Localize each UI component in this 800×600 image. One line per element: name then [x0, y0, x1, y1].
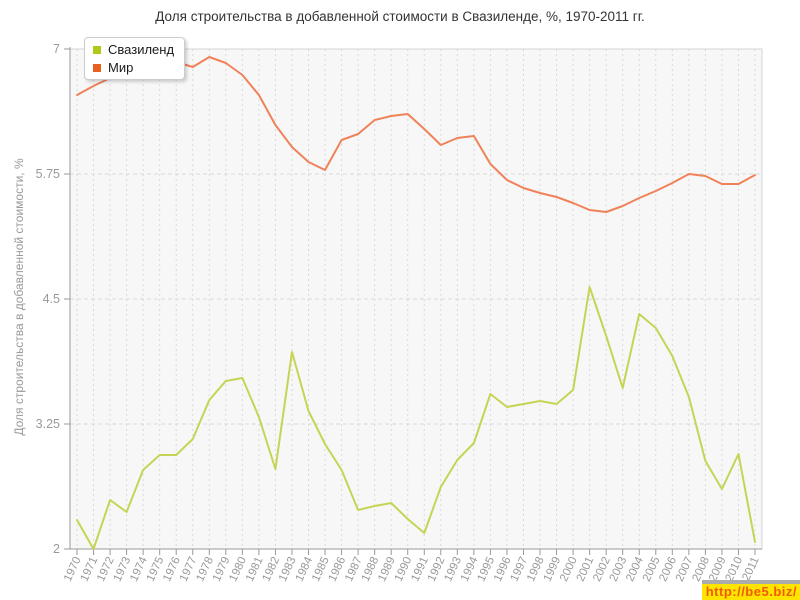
swaziland-series-swatch-icon — [93, 45, 101, 54]
x-tick-label: 2011 — [740, 555, 761, 582]
y-tick-label: 2 — [53, 542, 60, 556]
series-line-world — [76, 56, 756, 213]
legend-label-swaziland: Свазиленд — [108, 42, 175, 57]
watermark-link[interactable]: http://be5.biz/ — [701, 580, 800, 600]
legend-label-world: Мир — [108, 60, 134, 75]
legend: Свазиленд Мир — [84, 37, 186, 80]
legend-item-swaziland: Свазиленд — [93, 42, 174, 57]
y-axis-title: Доля строительства в добавленной стоимос… — [12, 158, 26, 436]
y-tick-label: 4.5 — [43, 292, 60, 306]
legend-item-world: Мир — [93, 60, 174, 75]
y-tick-label: 7 — [53, 42, 60, 56]
series-line-swaziland — [76, 286, 756, 550]
y-tick-label: 5.75 — [36, 167, 60, 181]
world-series-swatch-icon — [93, 63, 101, 72]
y-tick-label: 3.25 — [36, 417, 60, 431]
chart-title: Доля строительства в добавленной стоимос… — [155, 9, 645, 24]
